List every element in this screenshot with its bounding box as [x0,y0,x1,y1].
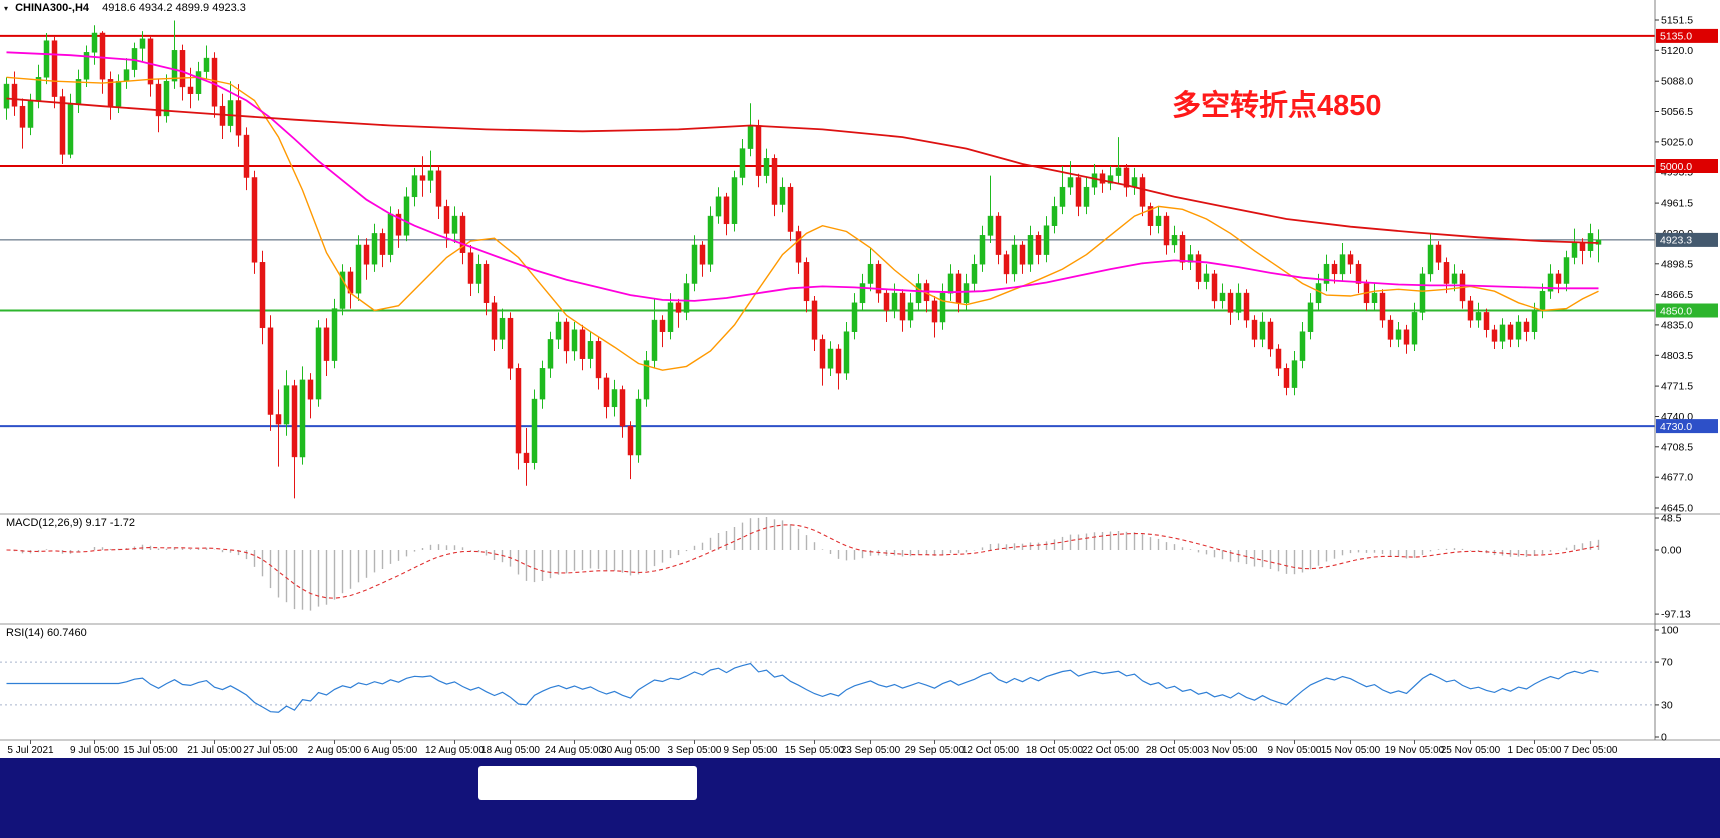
svg-text:3 Nov 05:00: 3 Nov 05:00 [1204,745,1258,756]
svg-text:4850.0: 4850.0 [1660,305,1692,317]
svg-text:9 Jul 05:00: 9 Jul 05:00 [70,745,119,756]
svg-text:22 Oct 05:00: 22 Oct 05:00 [1082,745,1140,756]
price-tag-4850.0[interactable]: 4850.0 [1656,303,1718,318]
svg-text:30 Aug 05:00: 30 Aug 05:00 [601,745,660,756]
macd-signal-line [6,524,1599,599]
svg-text:5151.5: 5151.5 [1661,15,1693,27]
svg-text:5 Jul 2021: 5 Jul 2021 [7,745,54,756]
rsi-line [6,662,1599,713]
svg-text:4961.5: 4961.5 [1661,198,1693,210]
svg-text:4677.0: 4677.0 [1661,472,1693,484]
ma-fast-line [6,76,1599,371]
svg-text:0.00: 0.00 [1661,545,1682,557]
svg-text:12 Aug 05:00: 12 Aug 05:00 [425,745,484,756]
bottom-taskbar [0,758,1720,838]
price-tag-5135.0[interactable]: 5135.0 [1656,28,1718,43]
svg-text:18 Aug 05:00: 18 Aug 05:00 [481,745,540,756]
macd-histogram [13,517,1600,611]
svg-text:0: 0 [1661,732,1667,744]
svg-text:4866.5: 4866.5 [1661,289,1693,301]
svg-text:4730.0: 4730.0 [1660,421,1692,433]
svg-text:30: 30 [1661,699,1673,711]
macd-label: MACD(12,26,9) 9.17 -1.72 [6,517,136,529]
svg-text:29 Sep 05:00: 29 Sep 05:00 [905,745,965,756]
ma-slow-line [6,97,1599,244]
price-tag-4923.3[interactable]: 4923.3 [1656,232,1718,247]
ohlc-values: 4918.6 4934.2 4899.9 4923.3 [102,2,246,14]
svg-text:9 Sep 05:00: 9 Sep 05:00 [724,745,778,756]
svg-text:5025.0: 5025.0 [1661,136,1693,148]
svg-text:15 Sep 05:00: 15 Sep 05:00 [785,745,845,756]
svg-text:21 Jul 05:00: 21 Jul 05:00 [187,745,242,756]
svg-text:5088.0: 5088.0 [1661,76,1693,88]
svg-text:4898.5: 4898.5 [1661,258,1693,270]
svg-text:70: 70 [1661,657,1673,669]
svg-text:100: 100 [1661,625,1679,637]
symbol-name: CHINA300-,H4 [15,2,90,14]
rsi-label: RSI(14) 60.7460 [6,627,87,639]
svg-text:23 Sep 05:00: 23 Sep 05:00 [841,745,901,756]
svg-text:4803.5: 4803.5 [1661,350,1693,362]
svg-text:2 Aug 05:00: 2 Aug 05:00 [308,745,362,756]
taskbar-white-box[interactable] [478,766,697,800]
price-tag-5000.0[interactable]: 5000.0 [1656,159,1718,173]
time-axis[interactable]: 5 Jul 2021 9 Jul 05:00 15 Jul 05:00 21 Jul … [7,740,1618,756]
svg-text:5000.0: 5000.0 [1660,161,1692,173]
symbol-timeframe-label: ▾ CHINA300-,H4 4918.6 4934.2 4899.9 4923… [4,2,246,14]
svg-text:-97.13: -97.13 [1661,609,1691,621]
svg-text:5120.0: 5120.0 [1661,45,1693,57]
svg-text:18 Oct 05:00: 18 Oct 05:00 [1026,745,1084,756]
price-levels-layer [0,34,1655,428]
svg-text:12 Oct 05:00: 12 Oct 05:00 [962,745,1020,756]
svg-text:4835.0: 4835.0 [1661,319,1693,331]
svg-text:1 Dec 05:00: 1 Dec 05:00 [1508,745,1562,756]
svg-text:7 Dec 05:00: 7 Dec 05:00 [1564,745,1618,756]
svg-text:3 Sep 05:00: 3 Sep 05:00 [668,745,722,756]
price-tag-4730.0[interactable]: 4730.0 [1656,419,1718,434]
svg-text:28 Oct 05:00: 28 Oct 05:00 [1146,745,1204,756]
svg-text:15 Nov 05:00: 15 Nov 05:00 [1321,745,1381,756]
svg-text:9 Nov 05:00: 9 Nov 05:00 [1268,745,1322,756]
svg-text:6 Aug 05:00: 6 Aug 05:00 [364,745,418,756]
svg-text:19 Nov 05:00: 19 Nov 05:00 [1385,745,1445,756]
svg-text:48.5: 48.5 [1661,513,1682,525]
ma-mid-line [6,51,1599,302]
chart-menu-icon: ▾ [4,4,9,13]
annotation-text: 多空转折点4850 [1172,90,1382,122]
candles-layer [3,20,1602,499]
svg-text:4708.5: 4708.5 [1661,441,1693,453]
price-axis[interactable]: 5151.55120.05088.05056.55025.04993.54961… [1655,15,1693,744]
svg-text:4645.0: 4645.0 [1661,503,1693,515]
svg-text:5056.5: 5056.5 [1661,106,1693,118]
price-chart-canvas[interactable]: 5151.55120.05088.05056.55025.04993.54961… [0,0,1720,758]
svg-text:27 Jul 05:00: 27 Jul 05:00 [243,745,298,756]
svg-text:15 Jul 05:00: 15 Jul 05:00 [123,745,178,756]
svg-text:25 Nov 05:00: 25 Nov 05:00 [1441,745,1501,756]
svg-text:5135.0: 5135.0 [1660,31,1692,43]
svg-text:24 Aug 05:00: 24 Aug 05:00 [545,745,604,756]
svg-text:4771.5: 4771.5 [1661,381,1693,393]
svg-text:4923.3: 4923.3 [1660,235,1692,247]
